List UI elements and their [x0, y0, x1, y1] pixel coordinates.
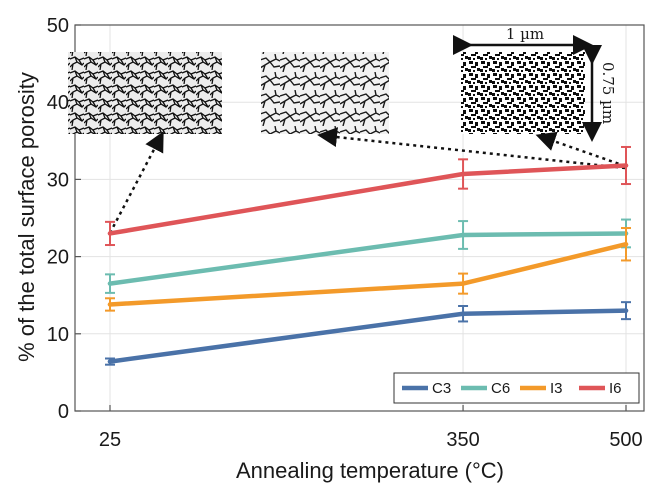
scale-width-label: 1 µm	[506, 25, 544, 43]
inset-arrow-25	[108, 131, 164, 234]
series-line-c3	[107, 308, 629, 364]
data-point-i6	[107, 231, 113, 236]
data-point-i6	[623, 163, 629, 168]
series	[105, 145, 631, 366]
x-tick-label: 25	[99, 429, 121, 451]
data-point-c6	[460, 232, 466, 238]
data-point-i6	[460, 171, 466, 177]
y-tick-label: 0	[58, 401, 69, 423]
legend-label-c6: C6	[491, 380, 510, 397]
series-i3	[105, 227, 631, 312]
sem-insets: 1 µm 0.75 µm	[68, 25, 626, 234]
inset-arrow-350	[317, 127, 626, 170]
data-point-c3	[623, 308, 629, 313]
tick-labels: 0 10 20 30 40 50 25 350 500	[47, 15, 643, 451]
legend-label-c3: C3	[432, 380, 451, 397]
y-axis-title: % of the total surface porosity	[14, 72, 39, 362]
x-tick-label: 350	[446, 429, 479, 451]
y-tick-label: 10	[47, 324, 69, 346]
sem-inset-25	[68, 52, 222, 134]
legend-label-i3: I3	[550, 380, 563, 397]
data-point-i3	[623, 242, 629, 247]
legend: C3 C6 I3 I6	[393, 372, 640, 404]
sem-inset-500	[461, 52, 585, 134]
scale-height-label: 0.75 µm	[599, 62, 617, 124]
y-tick-label: 50	[47, 15, 69, 37]
sem-inset-350	[261, 52, 389, 134]
series-i6	[105, 145, 631, 247]
legend-label-i6: I6	[609, 380, 622, 397]
inset-arrow-500	[535, 131, 626, 168]
y-tick-label: 30	[47, 169, 69, 191]
series-c3	[105, 301, 631, 366]
series-line-i6	[107, 163, 629, 236]
data-point-c6	[107, 281, 113, 286]
x-tick-label: 500	[609, 429, 642, 451]
data-point-i3	[107, 302, 113, 307]
data-point-c3	[107, 359, 113, 364]
x-axis-title: Annealing temperature (°C)	[236, 458, 504, 483]
y-tick-label: 20	[47, 247, 69, 269]
series-line-c6	[107, 231, 629, 286]
plot-border	[74, 24, 645, 412]
data-point-c3	[460, 311, 466, 316]
data-point-i3	[460, 281, 466, 286]
y-tick-label: 40	[47, 92, 69, 114]
